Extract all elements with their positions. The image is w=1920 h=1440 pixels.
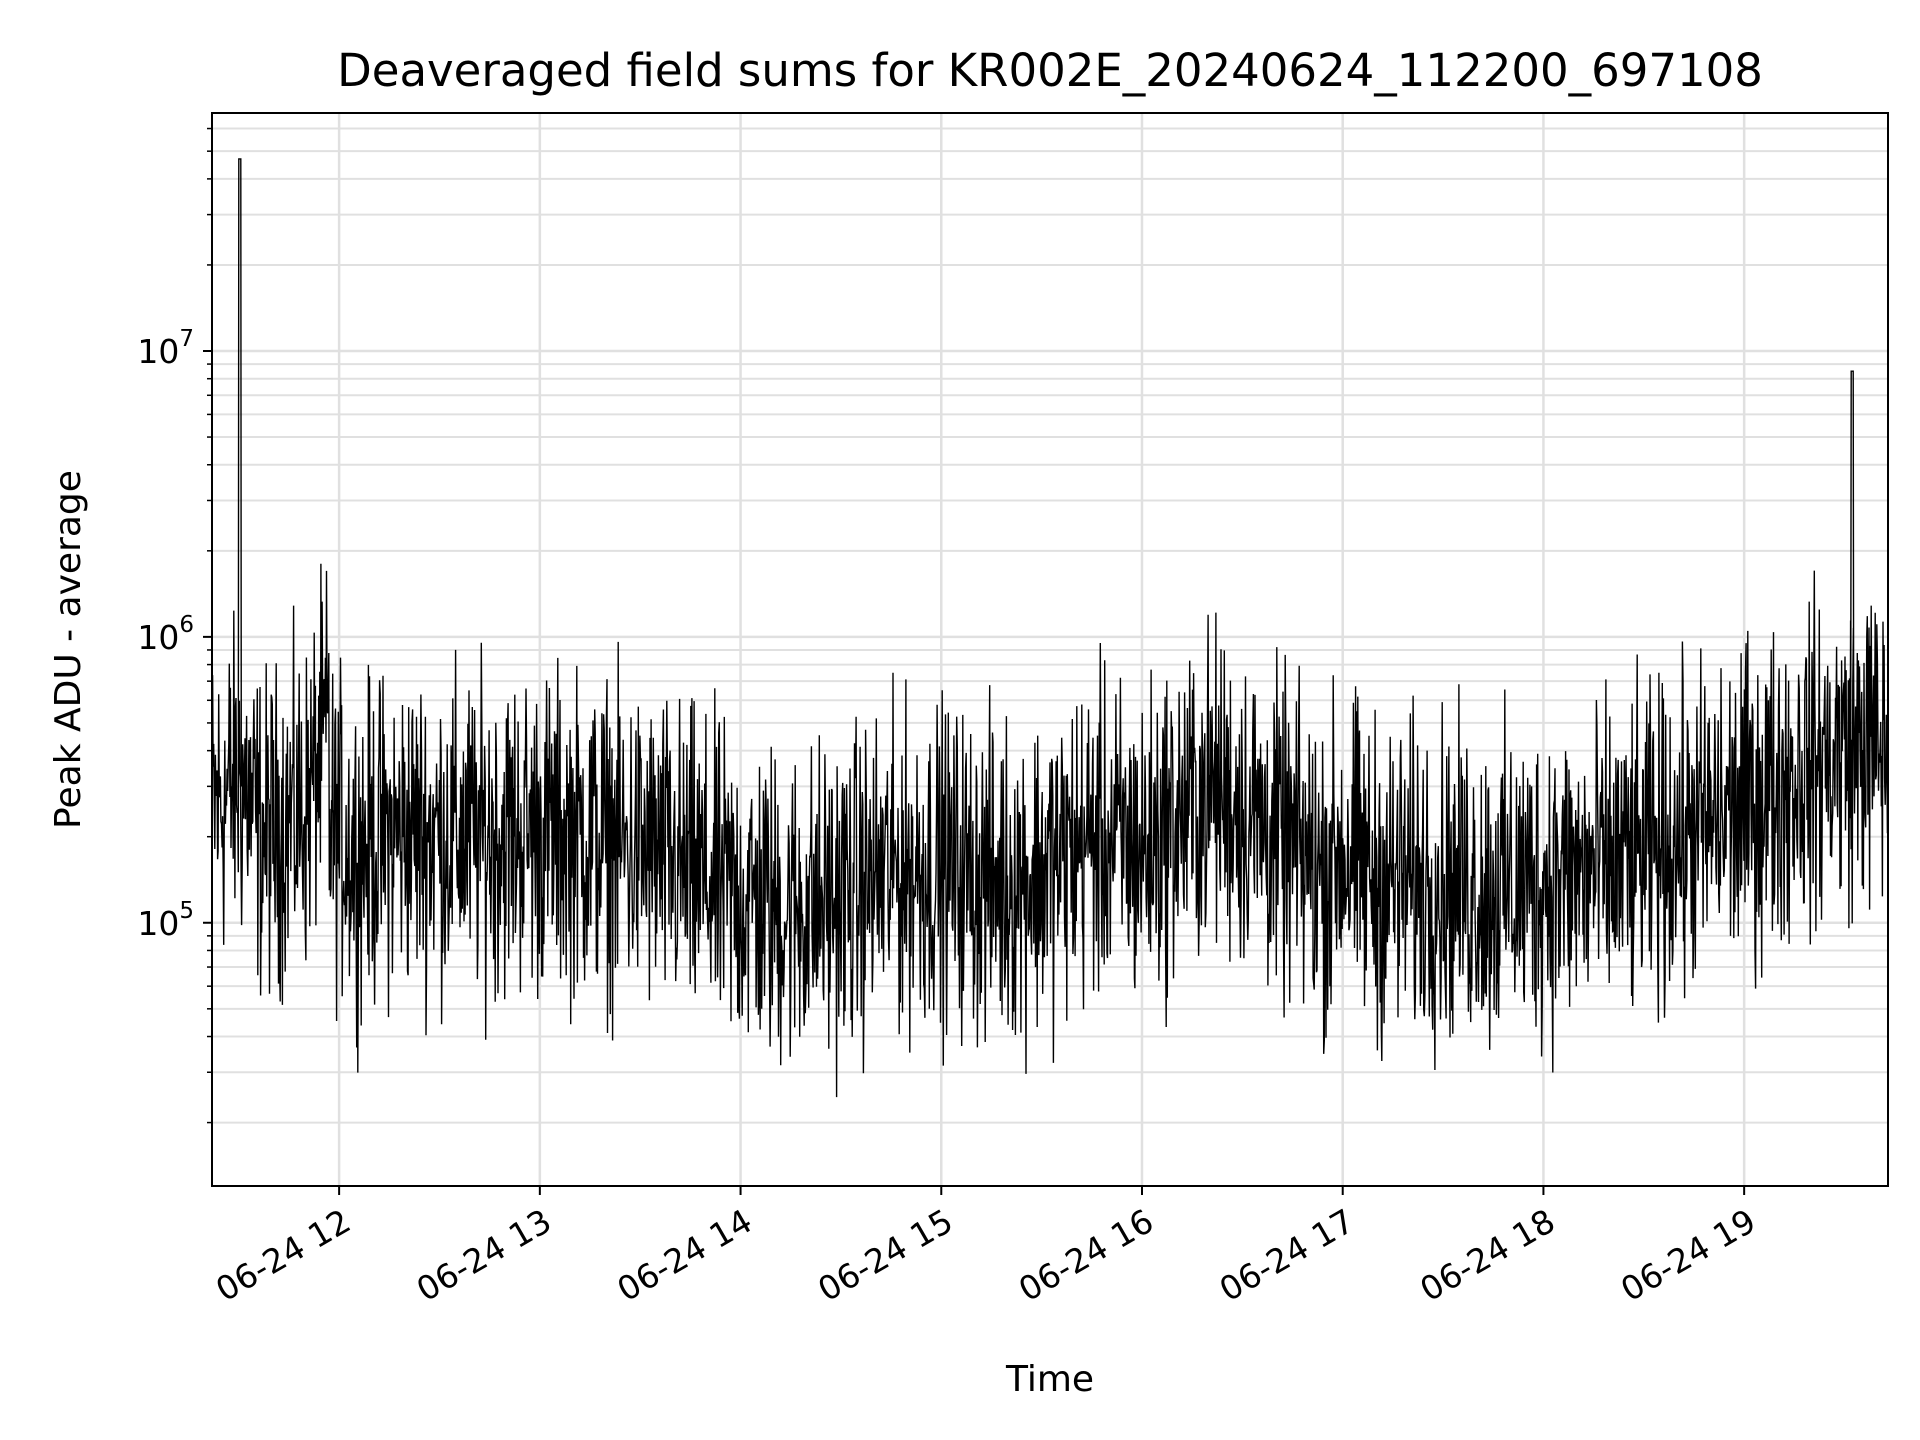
x-tick-label: 06-24 17 bbox=[1213, 1201, 1361, 1309]
y-tick-label: 106 bbox=[137, 612, 194, 657]
y-tick-exponent: 6 bbox=[179, 612, 194, 638]
x-tick-label: 06-24 15 bbox=[811, 1201, 959, 1309]
x-tick-label: 06-24 13 bbox=[410, 1201, 558, 1309]
x-axis-label: Time bbox=[1005, 1359, 1094, 1400]
y-tick-label: 107 bbox=[137, 326, 194, 371]
y-tick-base: 10 bbox=[137, 618, 179, 657]
y-tick-exponent: 7 bbox=[179, 326, 194, 352]
chart-title: Deaveraged field sums for KR002E_2024062… bbox=[337, 44, 1763, 97]
y-tick-base: 10 bbox=[137, 904, 179, 943]
y-tick-label: 105 bbox=[137, 898, 194, 943]
y-tick-base: 10 bbox=[137, 332, 179, 371]
x-tick-label: 06-24 12 bbox=[209, 1201, 357, 1309]
y-tick-exponent: 5 bbox=[179, 898, 194, 924]
y-axis-label: Peak ADU - average bbox=[48, 470, 89, 829]
series-line bbox=[211, 158, 1889, 1098]
x-tick-label: 06-24 16 bbox=[1012, 1201, 1160, 1309]
grid bbox=[212, 113, 1888, 1186]
series-layer bbox=[211, 158, 1889, 1098]
x-tick-label: 06-24 19 bbox=[1614, 1201, 1762, 1309]
x-tick-label: 06-24 18 bbox=[1413, 1201, 1561, 1309]
x-tick-label: 06-24 14 bbox=[611, 1201, 759, 1309]
